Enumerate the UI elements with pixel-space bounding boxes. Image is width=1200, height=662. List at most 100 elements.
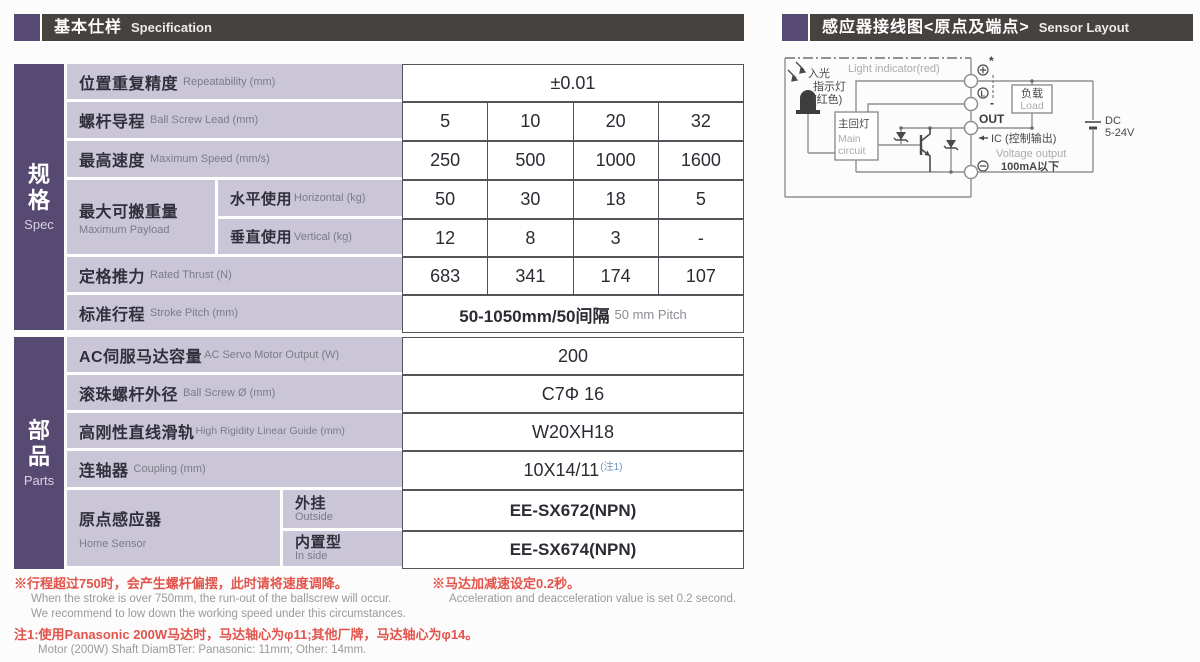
terminal-plus-symbol xyxy=(977,64,989,76)
coupling-note-ref: (注1) xyxy=(600,462,623,473)
label-en: Stroke Pitch (mm) xyxy=(150,306,239,319)
value-cell: 32 xyxy=(657,102,744,141)
npn-transistor-icon xyxy=(919,128,931,172)
home-sensor-group-label: 原点感应器 Home Sensor xyxy=(67,490,283,569)
table-row: 高刚性直线滑轨 High Rigidity Linear Guide (mm) … xyxy=(14,413,744,451)
table-row: 滚珠螺杆外径 Ball Screw Ø (mm) C7Φ 16 xyxy=(14,375,744,413)
value-cell: 5 xyxy=(657,180,744,219)
label-en: Ball Screw Ø (mm) xyxy=(183,386,276,399)
sidebar-spec-char2: 格 xyxy=(27,188,50,213)
row-label: 连轴器 Coupling (mm) xyxy=(67,451,402,490)
label-en: AC Servo Motor Output (W) xyxy=(204,348,340,361)
label-en: Coupling (mm) xyxy=(133,463,206,475)
footnote-stroke: ※行程超过750时，会产生螺杆偏摆，此时请将速度调降。 When the str… xyxy=(14,576,429,622)
label-en: Maximum Speed (mm/s) xyxy=(150,153,270,165)
value-cell: 50-1050mm/50间隔 50 mm Pitch xyxy=(402,295,744,333)
value-cell: 174 xyxy=(572,257,659,295)
label-cn: 定格推力 xyxy=(79,268,146,286)
label-en: Rated Thrust (N) xyxy=(150,268,232,281)
sidebar-parts-en: Parts xyxy=(23,473,55,489)
main-circuit-en-label-1: Main xyxy=(838,133,861,145)
internal-wiring xyxy=(855,80,965,174)
row-sublabel: 垂直使用 Vertical (kg) xyxy=(218,219,402,257)
value-cell: 8 xyxy=(487,219,574,257)
led-indicator-icon xyxy=(787,61,835,154)
load-en-label: Load xyxy=(1020,100,1044,112)
value-cell: 107 xyxy=(657,257,744,295)
table-row: 位置重复精度 Repeatability (mm) ±0.01 xyxy=(14,64,744,102)
label-cn: 位置重复精度 xyxy=(79,75,179,93)
label-en: Ball Screw Lead (mm) xyxy=(150,114,259,126)
table-row: 连轴器 Coupling (mm) 10X14/11 (注1) xyxy=(14,451,744,490)
row-label: 定格推力 Rated Thrust (N) xyxy=(67,257,402,295)
dc-range-label: 5-24V xyxy=(1105,127,1135,139)
footnote-motor-shaft: 注1:使用Panasonic 200W马达时，马达轴心为φ11;其他厂牌，马达轴… xyxy=(14,627,614,658)
coupling-value: 10X14/11 xyxy=(523,460,600,480)
footnote-motor-cn: 注1:使用Panasonic 200W马达时，马达轴心为φ11;其他厂牌，马达轴… xyxy=(14,627,479,642)
label-en: Horizontal (kg) xyxy=(294,192,366,204)
row-label: 最高速度 Maximum Speed (mm/s) xyxy=(67,141,402,180)
purple-accent-square xyxy=(14,14,40,41)
value-cell: 20 xyxy=(572,102,659,141)
purple-accent-square xyxy=(782,14,808,41)
value-cell: 683 xyxy=(402,257,489,295)
table-row: 垂直使用 Vertical (kg) 12 8 3 - xyxy=(14,219,744,257)
terminal-l-letter: L xyxy=(981,90,986,99)
value-cell: 1600 xyxy=(657,141,744,180)
row-label: AC伺服马达容量 AC Servo Motor Output (W) xyxy=(67,337,402,375)
footnote-accel-en: Acceleration and deacceleration value is… xyxy=(449,593,737,605)
sensor-header-title-cn: 感应器接线图<原点及端点> xyxy=(822,19,1030,36)
value-cell: 200 xyxy=(402,337,744,375)
label-cn: 最高速度 xyxy=(79,153,146,170)
dc-label: DC xyxy=(1105,115,1121,127)
table-row: 螺杆导程 Ball Screw Lead (mm) 5 10 20 32 xyxy=(14,102,744,141)
footnote-stroke-cn: ※行程超过750时，会产生螺杆偏摆，此时请将速度调降。 xyxy=(14,576,348,591)
out-terminal-label: OUT xyxy=(979,112,1005,126)
terminal-minus-symbol xyxy=(977,160,989,172)
terminal-l-symbol xyxy=(977,87,989,99)
light-in-label: 入光 xyxy=(808,66,830,80)
value-cell: 250 xyxy=(402,141,489,180)
spec-section-header: 基本仕样 Specification xyxy=(14,14,744,41)
spec-table: 规 格 Spec 部 品 Parts 最大可搬重量 Maximum Payloa… xyxy=(14,64,744,569)
load-cn-label: 负载 xyxy=(1021,86,1043,100)
value-cell: EE-SX674(NPN) xyxy=(402,531,744,569)
spec-header-bar: 基本仕样 Specification xyxy=(42,14,744,41)
label-cn: 垂直使用 xyxy=(230,229,293,246)
stroke-value-en: 50 mm Pitch xyxy=(614,306,687,322)
zener-diode-icon xyxy=(943,140,959,151)
value-cell: - xyxy=(657,219,744,257)
sidebar-parts-char1: 部 xyxy=(27,417,50,443)
dash-mark: - xyxy=(990,96,994,110)
terminal-circles xyxy=(963,73,979,180)
value-cell: 30 xyxy=(487,180,574,219)
footnote-accel-cn: ※马达加减速设定0.2秒。 xyxy=(432,576,581,591)
load-box xyxy=(1011,84,1053,114)
sensor-layout-section-header: 感应器接线图<原点及端点> Sensor Layout xyxy=(782,14,1193,41)
row-label: 高刚性直线滑轨 High Rigidity Linear Guide (mm) xyxy=(67,413,402,451)
footnote-stroke-en2: We recommend to low down the working spe… xyxy=(31,608,406,620)
table-row: AC伺服马达容量 AC Servo Motor Output (W) 200 xyxy=(14,337,744,375)
spec-header-title-cn: 基本仕样 xyxy=(54,19,123,36)
home-sensor-label-en: Home Sensor xyxy=(79,538,147,550)
table-row: 定格推力 Rated Thrust (N) 683 341 174 107 xyxy=(14,257,744,295)
sidebar-section-parts: 部 品 Parts xyxy=(14,337,64,569)
value-cell: 10X14/11 (注1) xyxy=(402,451,744,490)
table-row: 最高速度 Maximum Speed (mm/s) 250 500 1000 1… xyxy=(14,141,744,180)
light-indicator-en-label: Light indicator(red) xyxy=(848,63,940,75)
label-en: Outside xyxy=(295,510,333,523)
indicator-color-label: (红色) xyxy=(813,92,842,106)
current-limit-label: 100mA以下 xyxy=(1001,160,1059,173)
payload-label-en: Maximum Payload xyxy=(79,224,170,236)
asterisk-mark: * xyxy=(989,54,994,68)
value-cell: EE-SX672(NPN) xyxy=(402,490,744,531)
external-wiring xyxy=(977,79,1094,173)
value-cell: W20XH18 xyxy=(402,413,744,451)
label-cn: 水平使用 xyxy=(230,190,293,208)
value-cell: 341 xyxy=(487,257,574,295)
table-row: 外挂 Outside EE-SX672(NPN) xyxy=(14,490,744,531)
footnote-motor-en: Motor (200W) Shaft DiamBTer: Panasonic: … xyxy=(38,644,367,656)
row-sublabel: 内置型 In side xyxy=(283,531,402,569)
stroke-value: 50-1050mm/50间隔 xyxy=(459,306,610,326)
